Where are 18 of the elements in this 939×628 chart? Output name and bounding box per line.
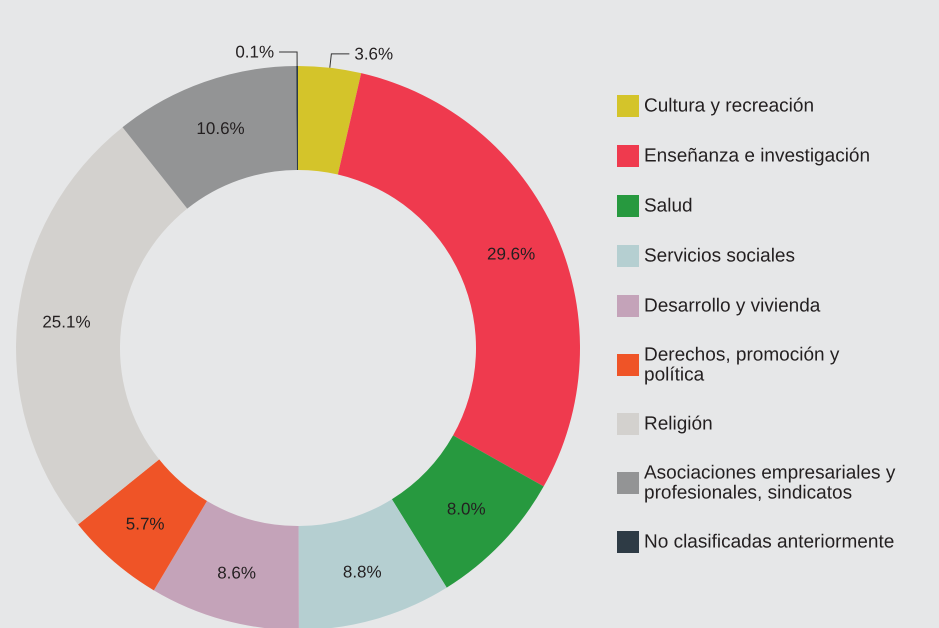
legend-label: Cultura y recreación (644, 96, 814, 116)
data-label: 10.6% (196, 118, 245, 138)
data-label: 25.1% (42, 312, 91, 332)
data-label: 8.8% (342, 562, 382, 582)
data-label: 8.6% (217, 563, 256, 582)
data-label: 5.7% (126, 514, 165, 534)
data-label: 29.6% (487, 244, 536, 264)
legend-label: Desarrollo y vivienda (644, 296, 821, 316)
data-label: 0.1% (235, 42, 274, 62)
legend-label: Salud (644, 196, 693, 216)
legend-label: Derechos, promoción y política (644, 344, 845, 386)
data-label: 8.0% (446, 500, 486, 519)
legend-label: No clasificadas anteriormente (644, 532, 894, 552)
legend-label: Enseñanza e investigación (644, 146, 870, 166)
data-label: 3.6% (354, 44, 394, 64)
legend-label: Asociaciones empresariales y profesionales, sindicatos (644, 462, 901, 504)
legend-label: Servicios sociales (644, 246, 795, 266)
legend-label: Religión (644, 414, 713, 434)
